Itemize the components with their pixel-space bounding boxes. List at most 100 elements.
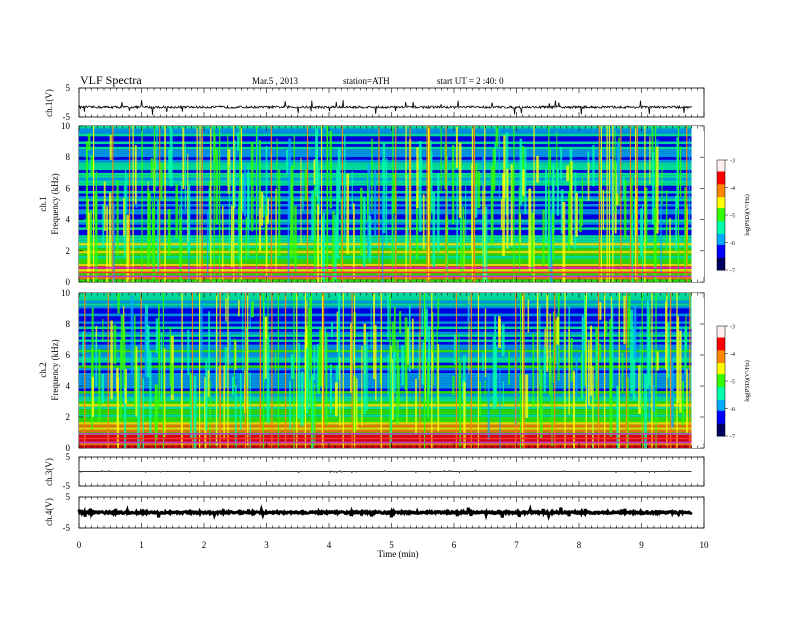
frequency-band — [79, 316, 692, 319]
colorbar-step — [717, 395, 725, 398]
y-tick-label: 4 — [66, 381, 71, 391]
burst-streak — [126, 174, 128, 213]
burst-streak — [406, 374, 408, 424]
colorbar-step — [717, 333, 725, 336]
burst-streak — [193, 376, 197, 448]
burst-streak — [352, 340, 355, 365]
burst-streak — [322, 212, 325, 282]
colorbar-step — [717, 349, 725, 353]
burst-streak — [238, 206, 240, 231]
burst-streak — [313, 345, 316, 381]
colorbar-step — [717, 226, 725, 229]
burst-streak — [503, 135, 506, 198]
sferic-line — [255, 126, 258, 282]
burst-streak — [266, 198, 269, 224]
burst-streak — [313, 159, 317, 185]
sferic-line — [351, 293, 353, 448]
frequency-band — [79, 378, 692, 381]
burst-streak — [287, 198, 290, 282]
x-tick-label: 0 — [77, 540, 82, 550]
frequency-band — [79, 427, 692, 430]
burst-streak — [189, 371, 192, 408]
y-tick-label: 6 — [66, 183, 71, 193]
burst-streak — [579, 198, 582, 233]
sferic-line — [262, 293, 265, 448]
sferic-line — [304, 293, 307, 448]
burst-streak — [660, 199, 662, 273]
burst-streak — [446, 155, 448, 232]
colorbar-step — [717, 215, 725, 218]
y-tick-label: -5 — [63, 523, 71, 533]
burst-streak — [644, 187, 648, 246]
sferic-line — [677, 126, 680, 282]
sferic-line — [392, 126, 394, 282]
burst-streak — [87, 198, 89, 282]
frequency-band — [79, 349, 692, 353]
sferic-line — [247, 293, 249, 448]
burst-streak — [137, 367, 140, 448]
sferic-line — [92, 126, 95, 282]
burst-streak — [381, 194, 384, 282]
burst-streak — [160, 162, 163, 200]
burst-streak — [581, 178, 584, 226]
burst-streak — [120, 340, 122, 419]
burst-streak — [622, 177, 625, 201]
colorbar-step — [717, 209, 725, 212]
burst-streak — [411, 318, 414, 369]
burst-streak — [182, 127, 185, 190]
burst-streak — [475, 164, 478, 187]
burst-streak — [430, 151, 433, 213]
sferic-line — [484, 126, 486, 282]
y-tick-label: -5 — [63, 481, 71, 491]
burst-streak — [313, 186, 317, 276]
burst-streak — [116, 377, 120, 448]
burst-streak — [243, 164, 247, 217]
burst-streak — [602, 189, 605, 230]
y-tick-label: 5 — [66, 492, 71, 502]
sferic-line — [132, 126, 134, 282]
frequency-band — [79, 131, 692, 134]
sferic-line — [625, 293, 628, 448]
burst-streak — [592, 366, 594, 448]
frequency-band — [79, 347, 692, 350]
burst-streak — [495, 126, 499, 147]
burst-streak — [91, 376, 95, 417]
burst-streak — [356, 378, 358, 431]
axes — [78, 87, 705, 529]
burst-streak — [599, 302, 602, 320]
frequency-band — [79, 303, 692, 306]
frequency-band — [79, 276, 692, 280]
colorbar-step — [717, 331, 725, 334]
y-tick-label: 2 — [66, 412, 71, 422]
colorbar-step — [717, 360, 725, 364]
burst-streak — [207, 370, 210, 397]
ch1-voltage-label: ch.1(V) — [44, 89, 54, 117]
power-line — [79, 266, 692, 269]
chart-title: VLF Spectra — [80, 73, 142, 87]
frequency-band — [79, 318, 692, 322]
colorbar-step — [717, 377, 725, 380]
burst-streak — [94, 194, 98, 281]
burst-streak — [123, 197, 125, 236]
burst-streak — [371, 138, 373, 211]
sferic-line — [196, 126, 198, 282]
frequency-band — [79, 372, 692, 376]
ch2-spectrogram-channel-label: ch.2 — [38, 362, 48, 377]
power-line — [79, 437, 692, 440]
sferic-line — [618, 293, 620, 448]
burst-streak — [289, 380, 292, 430]
sferic-line — [353, 293, 356, 448]
burst-streak — [142, 378, 145, 448]
frequency-band — [79, 133, 692, 137]
frequency-band — [79, 310, 692, 314]
colorbar-step — [717, 335, 725, 338]
burst-streak — [556, 344, 559, 371]
burst-streak — [422, 194, 425, 250]
burst-streak — [331, 321, 334, 338]
colorbar-step — [717, 351, 725, 354]
burst-streak — [393, 306, 396, 352]
burst-streak — [566, 165, 569, 182]
burst-streak — [616, 142, 620, 194]
sferic-line — [322, 293, 325, 448]
